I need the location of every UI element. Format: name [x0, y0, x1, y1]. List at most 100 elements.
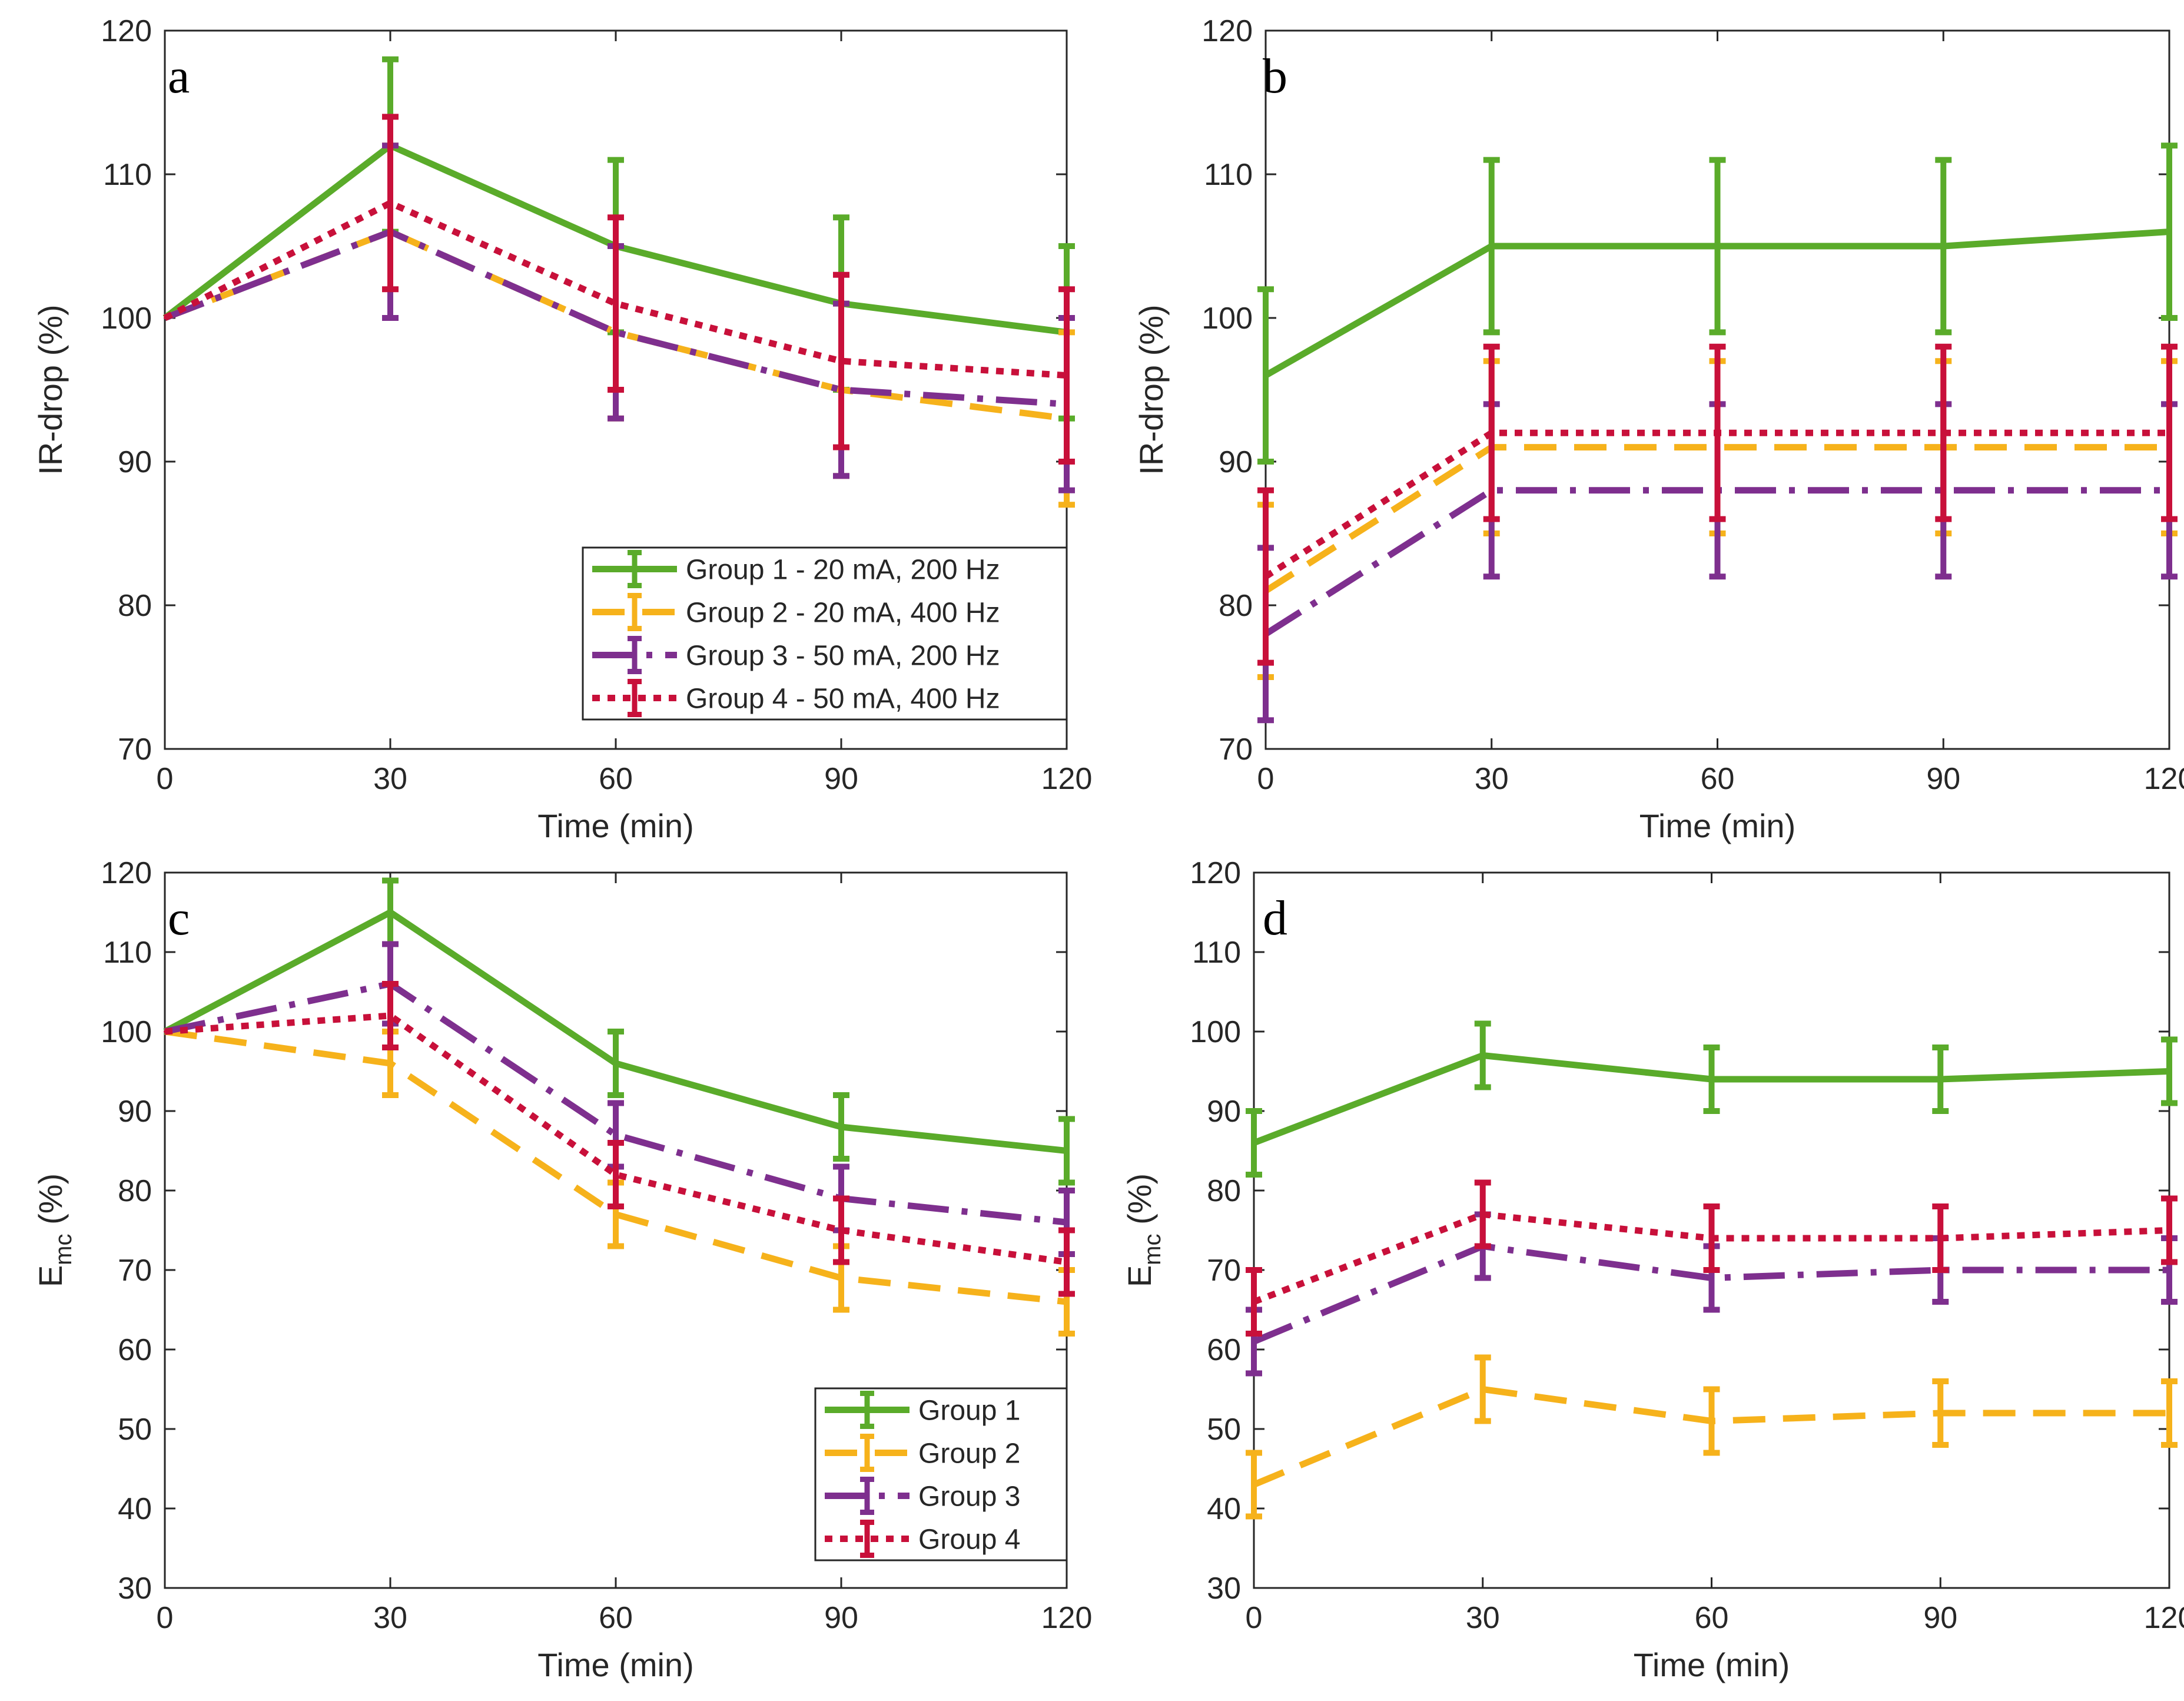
data-point [1939, 1237, 1942, 1239]
data-point [2168, 1070, 2170, 1073]
series-4 [1257, 343, 2178, 666]
data-point [1253, 1340, 1255, 1343]
x-tick-label: 30 [1466, 1601, 1500, 1635]
y-tick-label: 70 [1207, 1254, 1241, 1288]
legend-label: Group 4 [918, 1524, 1020, 1556]
series-4 [163, 114, 1075, 465]
series-2 [164, 142, 1075, 508]
legend-label: Group 1 - 20 mA, 200 Hz [686, 555, 1000, 586]
data-point [1481, 1213, 1484, 1216]
panel-letter: d [1263, 891, 1287, 946]
legend-box [582, 546, 1068, 721]
x-tick-label: 120 [2144, 762, 2184, 796]
data-point [1710, 1237, 1713, 1239]
data-point [1942, 245, 1945, 247]
data-point [1942, 432, 1945, 435]
y-tick-label: 100 [1201, 301, 1253, 336]
x-tick-label: 90 [1926, 762, 1960, 796]
y-tick-label: 120 [1201, 14, 1253, 48]
y-tick-label: 80 [1207, 1174, 1241, 1208]
y-tick-label: 110 [1204, 158, 1253, 192]
series-line [164, 228, 1067, 407]
y-tick-label: 120 [101, 856, 152, 890]
x-tick-label: 90 [824, 762, 858, 796]
data-point [2168, 432, 2170, 435]
x-tick-label: 60 [1701, 762, 1735, 796]
y-tick-label: 110 [103, 936, 152, 970]
series-2 [1246, 1354, 2178, 1520]
panel-letter: b [1263, 49, 1287, 104]
panel-a: 70 80 90 100 110 120 0 30 60 90 120 Time (min) IR-dr… [32, 14, 1092, 844]
data-point [1066, 1261, 1068, 1264]
legend-label: Group 4 - 50 mA, 400 Hz [686, 684, 1000, 715]
data-point [164, 1030, 166, 1033]
x-tick-label: 0 [157, 1601, 174, 1635]
data-point [840, 360, 842, 363]
legend-label: Group 3 - 50 mA, 200 Hz [686, 641, 1000, 672]
data-point [1066, 374, 1068, 377]
x-tick-label: 120 [2144, 1601, 2184, 1635]
x-tick-label: 60 [599, 762, 633, 796]
data-point [1253, 1301, 1255, 1303]
y-axis-title: IR-drop (%) [1133, 304, 1170, 475]
legend-label: Group 1 [918, 1395, 1020, 1427]
x-tick-label: 0 [157, 762, 174, 796]
data-point [1710, 1078, 1713, 1080]
x-tick-label: 120 [1041, 762, 1093, 796]
y-tick-label: 90 [118, 1095, 152, 1129]
data-point [615, 302, 617, 305]
y-tick-label: 110 [103, 158, 152, 192]
y-tick-label: 110 [1192, 936, 1241, 970]
y-tick-label: 80 [1219, 589, 1253, 623]
data-point [1066, 1221, 1068, 1223]
y-axis-title: IR-drop (%) [32, 304, 69, 475]
y-tick-label: 70 [118, 1254, 152, 1288]
data-point [389, 911, 391, 914]
data-point [2168, 1269, 2170, 1271]
data-point [164, 317, 166, 319]
series-1 [1257, 142, 2178, 465]
y-tick-label: 70 [118, 732, 152, 767]
data-point [1710, 1420, 1713, 1423]
x-tick-label: 60 [1695, 1601, 1729, 1635]
y-axis-title: Emc (%) [32, 1173, 77, 1287]
data-point [2168, 230, 2170, 233]
data-point [615, 1133, 617, 1136]
x-tick-label: 30 [1475, 762, 1509, 796]
data-point [1253, 1483, 1255, 1486]
data-point [1066, 1149, 1068, 1152]
x-axis-title: Time (min) [1639, 807, 1795, 844]
y-tick-label: 30 [1207, 1571, 1241, 1606]
data-point [615, 1173, 617, 1176]
data-point [615, 1062, 617, 1065]
data-point [840, 1229, 842, 1232]
legend: Group 1 - 20 mA, 200 Hz Group 2 - 20 mA, … [582, 546, 1068, 721]
x-axis-title: Time (min) [537, 1646, 693, 1683]
y-tick-label: 60 [118, 1333, 152, 1367]
series-4 [164, 981, 1075, 1297]
series-1 [163, 877, 1075, 1186]
y-tick-label: 30 [118, 1571, 152, 1606]
x-axis-title: Time (min) [537, 807, 693, 844]
y-tick-label: 120 [101, 14, 152, 48]
data-point [2168, 1412, 2170, 1414]
x-tick-label: 0 [1257, 762, 1274, 796]
y-tick-label: 100 [1190, 1015, 1241, 1049]
data-point [840, 1276, 842, 1279]
data-point [840, 1126, 842, 1128]
y-tick-label: 90 [1207, 1095, 1241, 1129]
y-axis-title: Emc (%) [1121, 1173, 1166, 1287]
data-point [389, 1062, 391, 1065]
series-line [164, 1028, 1067, 1305]
x-tick-label: 30 [373, 762, 407, 796]
y-tick-label: 60 [1207, 1333, 1241, 1367]
data-point [1066, 1301, 1068, 1303]
y-tick-label: 40 [118, 1492, 152, 1526]
data-point [615, 1213, 617, 1216]
x-axis-title: Time (min) [1634, 1646, 1790, 1683]
legend: Group 1 Group 2 Group 3 Group 4 [814, 1387, 1068, 1561]
series-1 [1246, 1020, 2178, 1178]
y-tick-label: 90 [1219, 445, 1253, 479]
